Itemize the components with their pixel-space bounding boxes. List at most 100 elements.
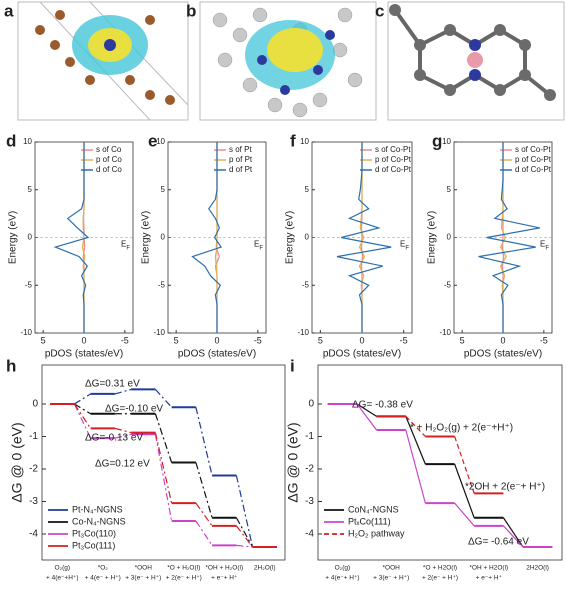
panel-label: c: [375, 1, 384, 20]
step-connector: [195, 502, 213, 527]
legend-label: d of Pt: [229, 165, 253, 174]
structure-c: [387, 1, 565, 121]
x-tick-label: + 4(e⁻ + H⁺): [85, 575, 121, 582]
fermi-subscript: F: [405, 245, 409, 251]
step-connector: [235, 475, 254, 548]
x-tick-label: 2H2O(l): [526, 565, 549, 572]
x-tick-label: *OOH: [135, 565, 153, 572]
y-axis-label: Energy (eV): [427, 211, 438, 264]
legend-label: d of Co-Pt: [375, 165, 412, 174]
panel-label: b: [186, 1, 196, 20]
annotation: ΔG=-0.13 eV: [85, 433, 143, 444]
x-tick-label: + 2(e⁻ + H⁺): [422, 575, 458, 582]
y-tick-label: 5: [161, 185, 166, 194]
y-axis-label: Energy (eV): [141, 211, 152, 264]
y-tick-label: 10: [300, 137, 309, 146]
step-connector: [356, 403, 378, 431]
y-tick-label: -5: [444, 280, 452, 289]
x-tick-label: *O + H₂O(l): [167, 565, 200, 572]
plot-frame: [41, 364, 286, 561]
x-tick-label: -5: [400, 335, 408, 345]
x-axis-label: pDOS (states/eV): [45, 349, 123, 360]
step-connector: [154, 413, 173, 463]
step-connector: [74, 393, 91, 405]
legend-label: Pt₃Co(110): [72, 528, 116, 538]
y-tick-label: 5: [447, 185, 452, 194]
y-axis-label: Energy (eV): [8, 211, 19, 264]
y-tick-label: 0: [28, 233, 33, 242]
x-tick-label: + e⁻+ H⁺: [211, 575, 238, 582]
fermi-subscript: F: [545, 245, 549, 251]
pdos-curve: [191, 142, 223, 333]
legend-label: CoN₄-NGNS: [348, 504, 399, 514]
x-tick-label: + e⁻+ H⁺: [476, 575, 503, 582]
x-tick-label: + 4(e⁻+H⁺): [46, 575, 79, 582]
x-tick-label: *OH + H₂O(l): [205, 565, 243, 572]
annotation: ΔG= -0.38 eV: [352, 400, 413, 411]
y-tick-label: -5: [302, 280, 310, 289]
step-connector: [405, 416, 426, 465]
panel-label: f: [290, 131, 296, 150]
legend-label: Pt₃Co(111): [72, 540, 115, 550]
legend-label: Co-N₄-NGNS: [72, 516, 126, 526]
x-tick-label: 0: [359, 335, 364, 345]
fermi-subscript: F: [126, 245, 130, 251]
x-tick-label: 5: [318, 335, 323, 345]
y-tick-label: 0: [308, 399, 314, 410]
legend-label: Pt-N₄-NGNS: [72, 504, 123, 514]
x-tick-label: + 3(e⁻ + H⁺): [125, 575, 161, 582]
annotation: ΔG=0.12 eV: [95, 459, 150, 470]
x-tick-label: + 3(e⁻ + H⁺): [373, 575, 409, 582]
x-tick-label: *O + H2O(l): [423, 565, 457, 572]
x-tick-label: 0: [214, 335, 219, 345]
pdos-curve: [478, 142, 540, 333]
y-tick-label: 0: [32, 399, 38, 410]
x-tick-label: -5: [121, 335, 129, 345]
y-tick-label: 5: [28, 185, 33, 194]
x-tick-label: + 2(e⁻ + H⁺): [166, 575, 202, 582]
y-tick-label: -2: [305, 464, 314, 475]
legend-label: PtₓCo(111): [348, 516, 391, 526]
step-connector: [235, 517, 254, 548]
step-connector: [114, 433, 132, 439]
annotation: * + H₂O₂(g) + 2(e⁻+H⁺): [410, 423, 513, 434]
step-connector: [195, 407, 213, 476]
panel-label: g: [432, 131, 442, 150]
x-tick-label: *OOH: [383, 565, 401, 572]
y-axis-label: Energy (eV): [285, 211, 296, 264]
step-connector: [114, 427, 132, 434]
legend-label: d of Co-Pt: [515, 165, 552, 174]
x-tick-label: O₂(g): [54, 565, 70, 572]
annotation: ΔG= -0.64 eV: [468, 537, 529, 548]
y-tick-label: 10: [23, 137, 32, 146]
y-tick-label: -5: [158, 280, 166, 289]
y-tick-label: -10: [297, 328, 309, 337]
fermi-label: EF: [254, 240, 263, 251]
step-connector: [73, 403, 92, 439]
panel-label: h: [6, 356, 16, 375]
step-connector: [73, 403, 92, 429]
step-connector: [195, 520, 213, 546]
y-tick-label: -3: [29, 496, 38, 507]
step-connector: [454, 463, 475, 518]
legend-label: d of Co: [96, 165, 122, 174]
y-tick-label: -10: [153, 328, 165, 337]
x-tick-label: -5: [540, 335, 548, 345]
y-tick-label: 0: [447, 233, 452, 242]
fermi-label: EF: [400, 240, 409, 251]
step-connector: [235, 525, 254, 548]
step-connector: [114, 388, 132, 395]
legend-label: p of Co-Pt: [515, 155, 552, 164]
panel-label: d: [6, 131, 16, 150]
legend-label: p of Pt: [229, 155, 253, 164]
step-connector: [502, 517, 524, 548]
x-tick-label: 5: [174, 335, 179, 345]
y-tick-label: 10: [156, 137, 165, 146]
pdos-curve: [336, 142, 392, 333]
fermi-subscript: F: [259, 245, 263, 251]
panel-label: e: [148, 131, 157, 150]
pdos-curve: [53, 142, 90, 333]
y-tick-label: -10: [20, 328, 32, 337]
y-axis-label: ΔG @ 0 (eV): [9, 422, 25, 502]
step-connector: [502, 525, 524, 548]
